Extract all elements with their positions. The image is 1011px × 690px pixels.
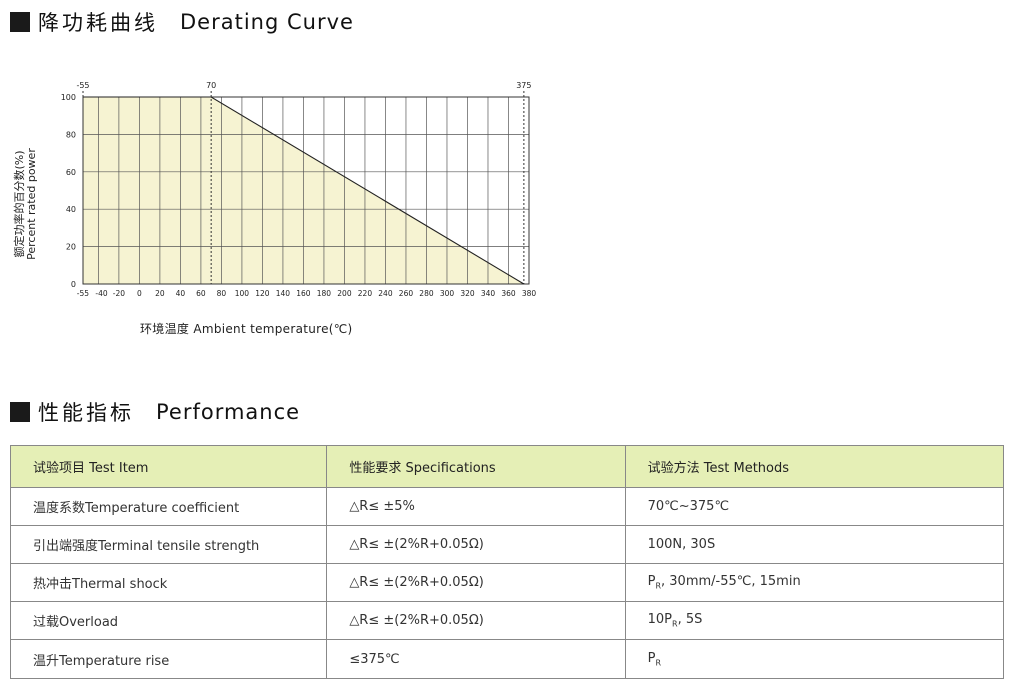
table-row: 引出端强度Terminal tensile strength △R≤ ±(2%R…	[9, 525, 1005, 564]
cell-test-item: 热冲击Thermal shock	[9, 563, 328, 602]
x-tick-label: 360	[501, 289, 516, 298]
cell-test-item: 温升Temperature rise	[9, 639, 328, 679]
cell-test-item: 引出端强度Terminal tensile strength	[9, 525, 328, 564]
x-tick-label: 260	[399, 289, 414, 298]
x-tick-label: 200	[337, 289, 352, 298]
cell-specification: △R≤ ±5%	[326, 487, 626, 526]
performance-title-cn: 性能指标	[38, 401, 134, 425]
derating-title-en: Derating Curve	[180, 10, 354, 34]
subscript-r: R	[655, 581, 662, 591]
table-header-row: 试验项目 Test Item 性能要求 Specifications 试验方法 …	[9, 445, 1005, 488]
header-specifications: 性能要求 Specifications	[326, 445, 626, 488]
cell-test-method: 100N, 30S	[624, 525, 1005, 564]
cell-specification: △R≤ ±(2%R+0.05Ω)	[326, 601, 626, 640]
x-tick-label: 60	[196, 289, 206, 298]
y-tick-label: 40	[66, 205, 76, 214]
table-row: 温度系数Temperature coefficient △R≤ ±5% 70℃~…	[9, 487, 1005, 526]
cell-specification: ≤375℃	[326, 639, 626, 679]
y-axis-label: 额定功率的百分数(%) Percent rated power	[13, 114, 38, 294]
x-tick-label: 240	[378, 289, 393, 298]
y-tick-label: 80	[66, 130, 76, 139]
x-tick-label: 280	[419, 289, 434, 298]
subscript-r: R	[672, 619, 678, 629]
cell-test-method: PR, 30mm/-55℃, 15min	[624, 563, 1005, 602]
cell-specification: △R≤ ±(2%R+0.05Ω)	[326, 563, 626, 602]
x-tick-label: 220	[358, 289, 373, 298]
table-row: 温升Temperature rise ≤375℃ PR	[9, 639, 1005, 679]
y-tick-label: 60	[66, 168, 76, 177]
x-tick-label: 140	[276, 289, 291, 298]
cell-test-method: 10PR, 5S	[624, 601, 1005, 640]
x-tick-label: 320	[460, 289, 475, 298]
y-axis-label-en: Percent rated power	[25, 148, 38, 260]
x-tick-label: 160	[296, 289, 311, 298]
cell-test-method: PR	[624, 639, 1005, 679]
top-marker-label: -55	[76, 81, 89, 90]
x-tick-label: 180	[317, 289, 332, 298]
header-test-methods: 试验方法 Test Methods	[624, 445, 1005, 488]
x-tick-label: 40	[176, 289, 186, 298]
cell-test-method: 70℃~375℃	[624, 487, 1005, 526]
x-tick-label: 80	[217, 289, 227, 298]
top-marker-label: 375	[516, 81, 531, 90]
x-axis-label: 环境温度 Ambient temperature(℃)	[140, 322, 353, 336]
x-tick-label: 300	[440, 289, 455, 298]
square-bullet-icon	[10, 12, 30, 32]
table-row: 过载Overload △R≤ ±(2%R+0.05Ω) 10PR, 5S	[9, 601, 1005, 640]
y-tick-label: 100	[61, 93, 76, 102]
performance-title-en: Performance	[156, 400, 301, 424]
y-tick-label: 20	[66, 243, 76, 252]
performance-section-heading: 性能指标 Performance	[10, 397, 300, 427]
performance-table: 试验项目 Test Item 性能要求 Specifications 试验方法 …	[9, 445, 1005, 679]
x-tick-label: 380	[522, 289, 537, 298]
cell-specification: △R≤ ±(2%R+0.05Ω)	[326, 525, 626, 564]
x-tick-label: -40	[95, 289, 107, 298]
cell-test-item: 过载Overload	[9, 601, 328, 640]
cell-test-item: 温度系数Temperature coefficient	[9, 487, 328, 526]
derating-chart: 0 20 40 60 80 100 -55 -40 -20 0 20 40 60 80 100 120 140 1…	[10, 72, 570, 352]
y-tick-label: 0	[71, 280, 76, 289]
square-bullet-icon	[10, 402, 30, 422]
subscript-r: R	[655, 658, 662, 668]
plot-frame	[82, 96, 530, 285]
x-tick-label: -55	[77, 289, 89, 298]
x-tick-label: 340	[481, 289, 496, 298]
top-marker-label: 70	[206, 81, 216, 90]
x-tick-label: 120	[255, 289, 270, 298]
derating-title-cn: 降功耗曲线	[38, 11, 158, 35]
x-tick-label: 100	[235, 289, 250, 298]
derating-curve-line	[83, 96, 525, 285]
table-row: 热冲击Thermal shock △R≤ ±(2%R+0.05Ω) PR, 30…	[9, 563, 1005, 602]
x-tick-label: 20	[155, 289, 165, 298]
x-tick-label: -20	[113, 289, 125, 298]
header-test-item: 试验项目 Test Item	[9, 445, 328, 488]
derating-section-heading: 降功耗曲线 Derating Curve	[10, 7, 354, 37]
x-tick-label: 0	[137, 289, 142, 298]
